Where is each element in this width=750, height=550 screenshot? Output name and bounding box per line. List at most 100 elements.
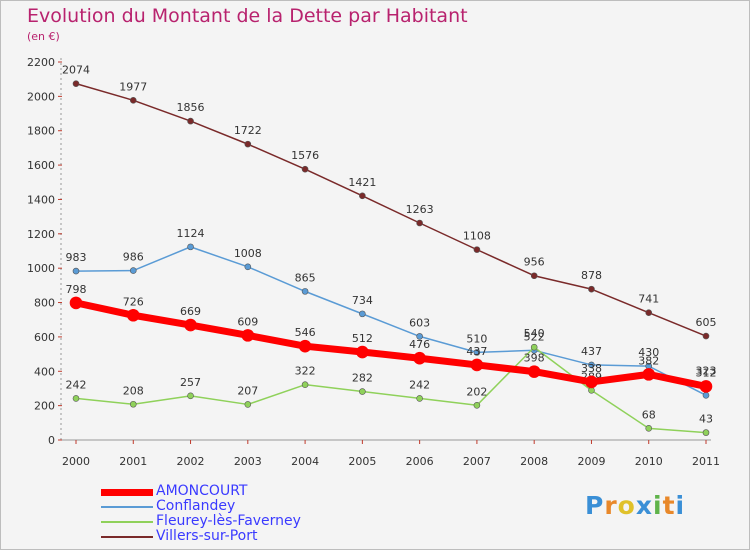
data-point-fleurey-l-s-faverney (416, 395, 423, 402)
data-point-conflandey (129, 267, 137, 274)
y-tick-label: 400 (34, 365, 55, 378)
data-point-conflandey (416, 333, 423, 340)
data-point-villers-sur-port (244, 140, 252, 148)
data-label-villers-sur-port: 741 (638, 293, 659, 306)
x-tick-label: 2002 (177, 455, 205, 468)
data-point-amoncourt (69, 296, 83, 310)
y-tick-label: 800 (34, 297, 55, 310)
data-label-villers-sur-port: 1263 (406, 203, 434, 216)
data-label-amoncourt: 798 (66, 283, 87, 296)
data-point-conflandey (187, 243, 194, 251)
x-tick-label: 2003 (234, 455, 262, 468)
data-label-amoncourt: 609 (237, 315, 258, 328)
y-tick-label: 0 (48, 434, 55, 447)
x-tick-label: 2011 (692, 455, 720, 468)
legend-label: AMONCOURT (156, 483, 248, 499)
y-tick-label: 2000 (27, 90, 55, 103)
data-point-conflandey (301, 288, 309, 295)
data-point-amoncourt (356, 345, 369, 359)
legend-label: Villers-sur-Port (156, 528, 258, 544)
legend-swatch (101, 536, 153, 538)
data-point-fleurey-l-s-faverney (645, 425, 653, 432)
y-tick-label: 2200 (27, 56, 55, 69)
data-label-fleurey-l-s-faverney: 43 (699, 413, 713, 426)
logo-letter: x (635, 491, 653, 520)
data-point-villers-sur-port (359, 192, 366, 200)
data-label-fleurey-l-s-faverney: 322 (295, 365, 316, 378)
x-tick-label: 2007 (463, 455, 491, 468)
series-line-amoncourt (72, 299, 710, 390)
y-tick-label: 1000 (27, 262, 55, 275)
data-point-fleurey-l-s-faverney (473, 401, 481, 409)
data-point-villers-sur-port (588, 285, 595, 293)
data-point-villers-sur-port (416, 219, 423, 227)
data-label-conflandey: 510 (466, 332, 487, 345)
chart-title: Evolution du Montant de la Dette par Hab… (27, 5, 468, 27)
data-label-amoncourt: 312 (696, 366, 717, 379)
x-tick-label: 2008 (520, 455, 548, 468)
data-point-amoncourt (241, 329, 255, 342)
data-label-villers-sur-port: 1856 (177, 101, 205, 114)
data-label-conflandey: 603 (409, 316, 430, 329)
data-label-extra: 323 (696, 365, 717, 378)
data-point-amoncourt (413, 351, 426, 365)
logo-letter: r (604, 491, 618, 520)
data-label-fleurey-l-s-faverney: 282 (352, 372, 373, 385)
data-point-villers-sur-port (72, 80, 80, 87)
data-point-fleurey-l-s-faverney (702, 429, 710, 436)
legend-swatch (101, 506, 153, 508)
data-label-fleurey-l-s-faverney: 242 (66, 378, 87, 391)
data-label-amoncourt: 382 (638, 354, 659, 367)
logo-letter: o (617, 491, 636, 520)
data-label-conflandey: 1008 (234, 247, 262, 260)
data-label-amoncourt: 669 (180, 305, 201, 318)
x-tick-label: 2004 (291, 455, 319, 468)
data-point-conflandey (244, 263, 252, 271)
data-point-amoncourt (642, 368, 656, 381)
data-point-fleurey-l-s-faverney (301, 381, 309, 388)
data-point-villers-sur-port (530, 272, 538, 280)
data-label-fleurey-l-s-faverney: 208 (123, 384, 144, 397)
data-label-conflandey: 865 (295, 271, 316, 284)
data-label-amoncourt: 437 (466, 345, 487, 358)
data-point-fleurey-l-s-faverney (129, 400, 137, 408)
data-point-fleurey-l-s-faverney (72, 395, 80, 402)
data-point-fleurey-l-s-faverney (588, 387, 595, 394)
data-point-villers-sur-port (129, 97, 137, 104)
data-label-amoncourt: 398 (524, 352, 545, 365)
chart-subtitle: (en €) (27, 30, 60, 43)
data-label-fleurey-l-s-faverney: 202 (466, 385, 487, 398)
data-point-amoncourt (298, 339, 312, 353)
data-point-conflandey (588, 361, 595, 369)
data-label-amoncourt: 338 (581, 362, 602, 375)
x-tick-label: 2010 (635, 455, 663, 468)
data-point-amoncourt (585, 375, 598, 389)
data-point-villers-sur-port (702, 332, 710, 340)
data-point-villers-sur-port (301, 165, 309, 173)
data-label-fleurey-l-s-faverney: 540 (524, 327, 545, 340)
data-label-villers-sur-port: 1108 (463, 230, 491, 243)
data-point-villers-sur-port (473, 246, 481, 253)
data-point-villers-sur-port (645, 309, 653, 316)
data-label-conflandey: 437 (581, 345, 602, 358)
data-label-conflandey: 983 (66, 251, 87, 264)
x-tick-label: 2000 (62, 455, 90, 468)
data-point-amoncourt (527, 365, 541, 378)
data-point-villers-sur-port (187, 117, 194, 125)
data-label-villers-sur-port: 605 (696, 316, 717, 329)
data-label-conflandey: 1124 (177, 227, 205, 240)
y-tick-label: 1400 (27, 193, 55, 206)
y-tick-label: 600 (34, 331, 55, 344)
data-label-fleurey-l-s-faverney: 68 (642, 408, 656, 421)
data-label-fleurey-l-s-faverney: 207 (237, 384, 258, 397)
data-point-amoncourt (699, 380, 713, 393)
data-point-conflandey (359, 310, 366, 318)
y-tick-label: 1200 (27, 228, 55, 241)
y-tick-label: 200 (34, 400, 55, 413)
data-label-villers-sur-port: 1576 (291, 149, 319, 162)
legend-label: Conflandey (156, 498, 236, 514)
y-tick-label: 1800 (27, 125, 55, 138)
data-point-fleurey-l-s-faverney (244, 401, 252, 408)
legend-label: Fleurey-lès-Faverney (156, 513, 301, 529)
